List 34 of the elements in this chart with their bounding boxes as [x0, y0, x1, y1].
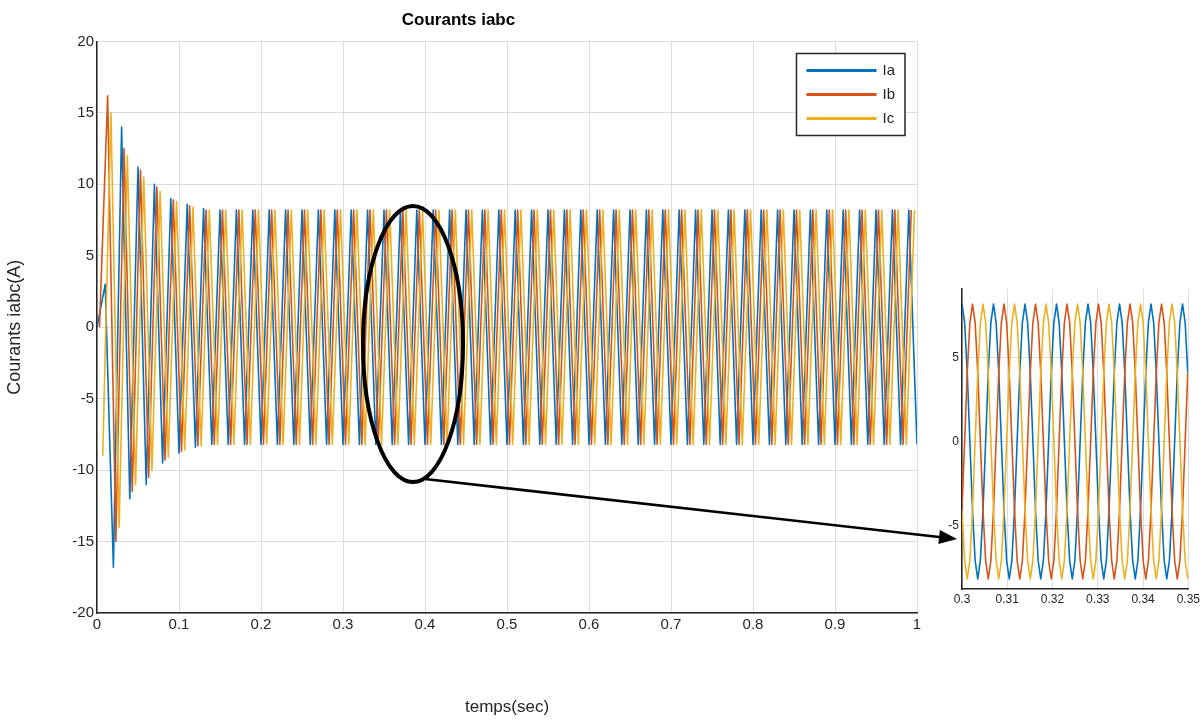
legend-label: Ib: [882, 84, 896, 102]
legend-label: Ia: [882, 60, 896, 78]
x-tick-label: 0.9: [824, 615, 846, 633]
x-tick-label: 0.3: [332, 615, 354, 633]
y-tick-label: 0: [952, 433, 960, 448]
x-tick-label: 0.4: [414, 615, 436, 633]
y-tick-label: 0: [85, 317, 94, 335]
y-tick-label: 20: [77, 31, 94, 49]
x-tick-label: 0.1: [168, 615, 190, 633]
x-tick-label: 0.32: [1040, 591, 1065, 606]
chart-title: Courants iabc: [401, 9, 516, 29]
y-tick-label: 5: [85, 245, 94, 263]
y-tick-label: -20: [72, 603, 94, 621]
x-tick-label: 0.8: [742, 615, 764, 633]
y-tick-label: -5: [948, 517, 960, 532]
x-axis-title: temps(sec): [464, 697, 550, 717]
x-tick-label: 0.3: [953, 591, 971, 606]
legend-label: Ic: [882, 108, 895, 126]
x-tick-label: 0.5: [496, 615, 518, 633]
x-tick-label: 0.33: [1086, 591, 1110, 606]
y-tick-label: -10: [72, 460, 94, 478]
y-tick-label: -15: [72, 531, 94, 549]
x-tick-label: 0.2: [250, 615, 272, 633]
y-tick-label: -5: [80, 388, 94, 406]
x-tick-label: 0.31: [995, 591, 1020, 606]
x-tick-label: 0.6: [578, 615, 600, 633]
y-tick-label: 15: [77, 102, 94, 120]
y-tick-label: 5: [952, 350, 960, 365]
y-axis-title: Courants iabc(A): [3, 259, 24, 395]
x-tick-label: 0.34: [1131, 591, 1156, 606]
x-tick-label: 1: [912, 615, 922, 633]
x-tick-label: 0.35: [1176, 591, 1201, 606]
y-tick-label: 10: [77, 174, 94, 192]
x-tick-label: 0.7: [660, 615, 682, 633]
